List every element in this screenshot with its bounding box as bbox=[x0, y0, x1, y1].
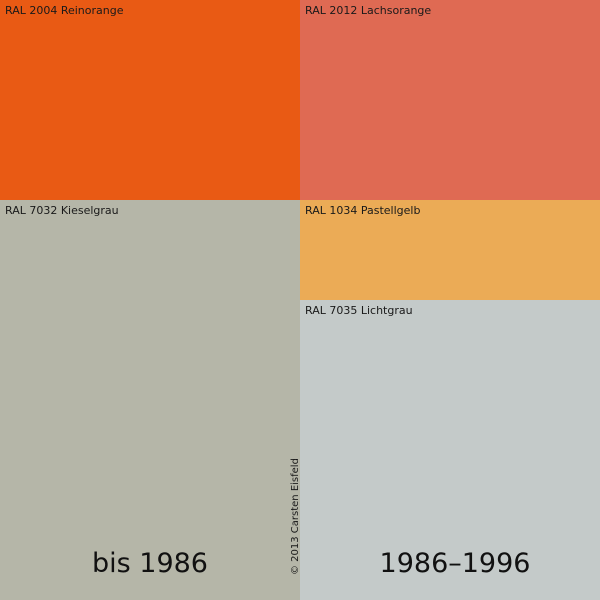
period-label-before-1986: bis 1986 bbox=[91, 548, 208, 579]
swatch-ral-2004: RAL 2004 Reinorange bbox=[0, 0, 300, 200]
swatch-ral-7032: RAL 7032 Kieselgrau bbox=[0, 200, 300, 600]
swatch-ral-1034: RAL 1034 Pastellgelb bbox=[300, 200, 600, 300]
swatch-label-ral-2004: RAL 2004 Reinorange bbox=[5, 4, 124, 17]
swatch-ral-2012: RAL 2012 Lachsorange bbox=[300, 0, 600, 200]
copyright-text: © 2013 Carsten Eisfeld bbox=[290, 458, 301, 575]
swatch-label-ral-1034: RAL 1034 Pastellgelb bbox=[305, 204, 421, 217]
period-label-1986-1996: 1986–1996 bbox=[379, 548, 531, 579]
swatch-label-ral-7032: RAL 7032 Kieselgrau bbox=[5, 204, 119, 217]
swatch-ral-7035: RAL 7035 Lichtgrau bbox=[300, 300, 600, 600]
swatch-label-ral-2012: RAL 2012 Lachsorange bbox=[305, 4, 432, 17]
swatch-label-ral-7035: RAL 7035 Lichtgrau bbox=[305, 304, 413, 317]
